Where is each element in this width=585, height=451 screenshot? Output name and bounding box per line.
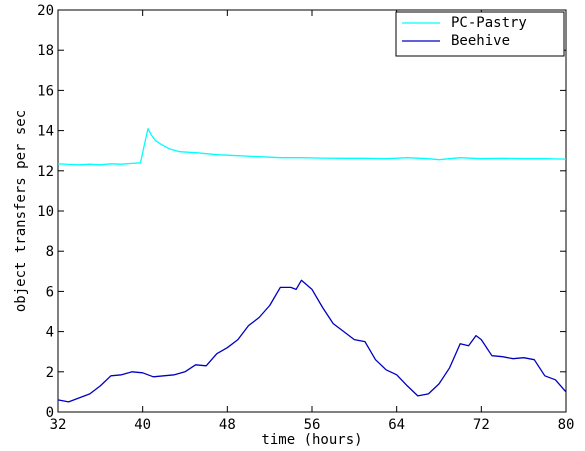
y-tick-label: 12: [37, 164, 54, 180]
series-line-pc-pastry: [57, 127, 567, 166]
y-axis-label: object transfers per sec: [13, 110, 29, 312]
legend-box: [395, 11, 565, 57]
x-tick-label: 40: [134, 417, 151, 433]
y-tick-label: 14: [37, 124, 54, 140]
legend: PC-Pastry Beehive: [395, 11, 565, 57]
x-tick-label: 48: [219, 417, 236, 433]
legend-label: Beehive: [451, 33, 510, 49]
y-tick-label: 10: [37, 204, 54, 220]
y-tick-label: 16: [37, 83, 54, 99]
x-tick-label: 64: [388, 417, 405, 433]
y-tick-label: 4: [46, 325, 54, 341]
series-lines: [57, 127, 567, 403]
y-tick-label: 0: [46, 405, 54, 421]
y-tick-label: 6: [46, 284, 54, 300]
x-tick-label: 56: [304, 417, 321, 433]
y-tick-label: 20: [37, 3, 54, 19]
x-tick-label: 80: [558, 417, 575, 433]
series-line-beehive: [57, 279, 567, 403]
y-tick-label: 2: [46, 365, 54, 381]
legend-label: PC-Pastry: [451, 15, 527, 31]
x-tick-label: 72: [473, 417, 490, 433]
x-tick-label: 32: [50, 417, 67, 433]
y-tick-label: 18: [37, 43, 54, 59]
axis-ticks: 32 40 48 56 64 72 80 0 2 4 6 8 10 12 14 16 18 20: [37, 3, 574, 433]
x-axis-label: time (hours): [261, 432, 362, 448]
y-tick-label: 8: [46, 244, 54, 260]
